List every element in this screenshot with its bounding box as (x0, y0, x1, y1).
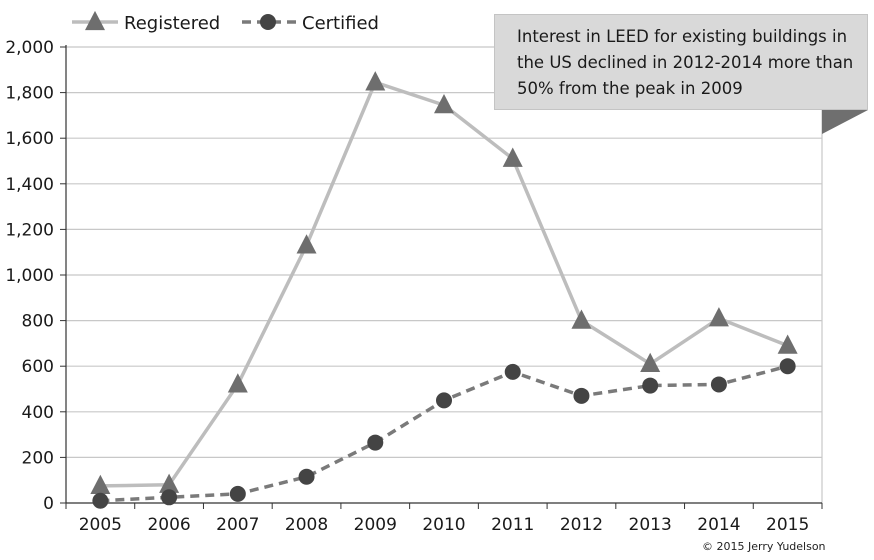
y-tick-label: 1,600 (5, 129, 54, 149)
data-point-registered (365, 71, 386, 91)
data-point-registered (434, 93, 454, 114)
data-point-certified (642, 377, 659, 394)
data-point-certified (229, 485, 246, 502)
x-axis-ticks: 2005 2006 2007 2008 2009 2010 2011 2012 2013 2014… (65, 503, 823, 535)
x-tick-label: 2007 (216, 515, 259, 535)
legend-label-certified: Certified (302, 13, 379, 34)
copyright-credit: © 2015 Jerry Yudelson (702, 540, 826, 553)
x-tick-label: 2005 (79, 515, 122, 535)
y-tick-label: 200 (22, 448, 54, 468)
y-tick-label: 2,000 (5, 38, 54, 58)
legend: Registered Certified (72, 10, 379, 34)
y-axis-ticks: 0 200 400 600 800 1,000 1,200 1,400 1,600 1,800 2,… (5, 38, 66, 514)
annotation-pointer (822, 110, 868, 134)
legend-label-registered: Registered (124, 13, 220, 34)
data-point-registered (708, 307, 729, 327)
data-point-registered (571, 309, 592, 329)
x-tick-label: 2014 (697, 515, 740, 535)
x-tick-label: 2010 (422, 515, 465, 535)
y-tick-label: 1,200 (5, 220, 54, 240)
data-point-certified (436, 392, 452, 409)
x-tick-label: 2011 (491, 515, 534, 535)
data-point-certified (92, 492, 109, 509)
data-point-registered (640, 352, 661, 373)
y-tick-label: 1,000 (5, 266, 54, 286)
data-point-registered (90, 474, 111, 494)
x-tick-label: 2006 (147, 515, 190, 535)
data-point-registered (502, 147, 523, 167)
y-tick-label: 800 (22, 312, 54, 332)
data-point-certified (573, 387, 590, 404)
y-tick-label: 400 (22, 403, 54, 423)
y-tick-label: 1,800 (5, 84, 54, 104)
data-point-registered (227, 373, 248, 393)
x-tick-label: 2009 (354, 515, 397, 535)
data-point-certified (779, 358, 796, 375)
legend-marker-certified (260, 14, 276, 30)
y-tick-label: 1,400 (5, 175, 54, 195)
data-point-certified (298, 468, 315, 485)
y-tick-label: 0 (43, 494, 54, 514)
x-tick-label: 2008 (285, 515, 328, 535)
annotation-text: Interest in LEED for existing buildings … (517, 27, 854, 98)
x-tick-label: 2013 (629, 515, 672, 535)
data-point-registered (159, 473, 180, 493)
data-point-certified (161, 489, 178, 506)
axes (65, 45, 823, 504)
x-tick-label: 2012 (560, 515, 603, 535)
annotation-box: Interest in LEED for existing buildings … (494, 14, 868, 110)
y-tick-label: 600 (22, 357, 54, 377)
data-point-registered (296, 234, 317, 254)
data-point-certified (504, 363, 521, 380)
data-point-certified (367, 434, 384, 451)
series-line-registered (100, 80, 789, 488)
data-point-certified (710, 376, 727, 393)
series-group (90, 71, 798, 509)
data-point-registered (777, 334, 798, 354)
legend-marker-registered (85, 10, 105, 31)
x-tick-label: 2015 (766, 515, 809, 535)
